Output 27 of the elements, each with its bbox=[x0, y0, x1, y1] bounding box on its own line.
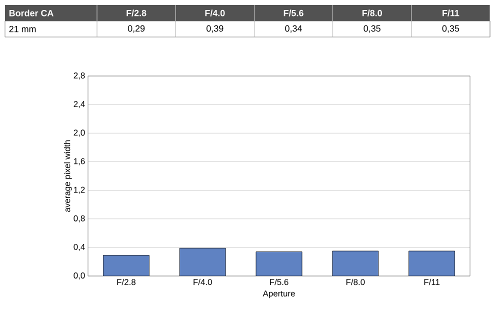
text: Border CA bbox=[9, 10, 54, 16]
data-label: 0,29 bbox=[128, 25, 145, 33]
category-label: F/5.6 bbox=[284, 10, 304, 16]
x-tick-label: F/11 bbox=[424, 278, 440, 286]
y-tick-label: 1,6 bbox=[74, 158, 85, 166]
y-tick-label: 0,8 bbox=[74, 215, 85, 222]
category-label: F/11 bbox=[442, 10, 460, 16]
y-tick-label: 2,0 bbox=[74, 130, 85, 137]
y-tick-label: 2,4 bbox=[74, 101, 85, 108]
data-label: 0,34 bbox=[285, 25, 302, 33]
y-axis-title: average pixel width bbox=[64, 140, 72, 212]
data-label: 0,35 bbox=[442, 25, 460, 33]
y-tick-label: 0,4 bbox=[74, 244, 85, 251]
y-tick-label: 1,2 bbox=[74, 186, 85, 194]
text: 21 mm bbox=[9, 26, 36, 32]
x-tick-label: F/2.8 bbox=[117, 278, 136, 286]
category-label: F/2.8 bbox=[126, 10, 146, 16]
x-axis-title: Aperture bbox=[262, 290, 295, 298]
x-tick-label: F/8.0 bbox=[346, 278, 365, 286]
y-tick-label: 0,0 bbox=[74, 272, 85, 280]
x-tick-label: F/5.6 bbox=[270, 278, 288, 286]
data-label: 0,35 bbox=[364, 25, 380, 33]
category-label: F/4.0 bbox=[205, 10, 225, 16]
y-tick-label: 2,8 bbox=[74, 72, 85, 80]
category-label: F/8.0 bbox=[362, 10, 382, 16]
x-tick-label: F/4.0 bbox=[194, 278, 212, 286]
data-label: 0,39 bbox=[206, 25, 224, 33]
